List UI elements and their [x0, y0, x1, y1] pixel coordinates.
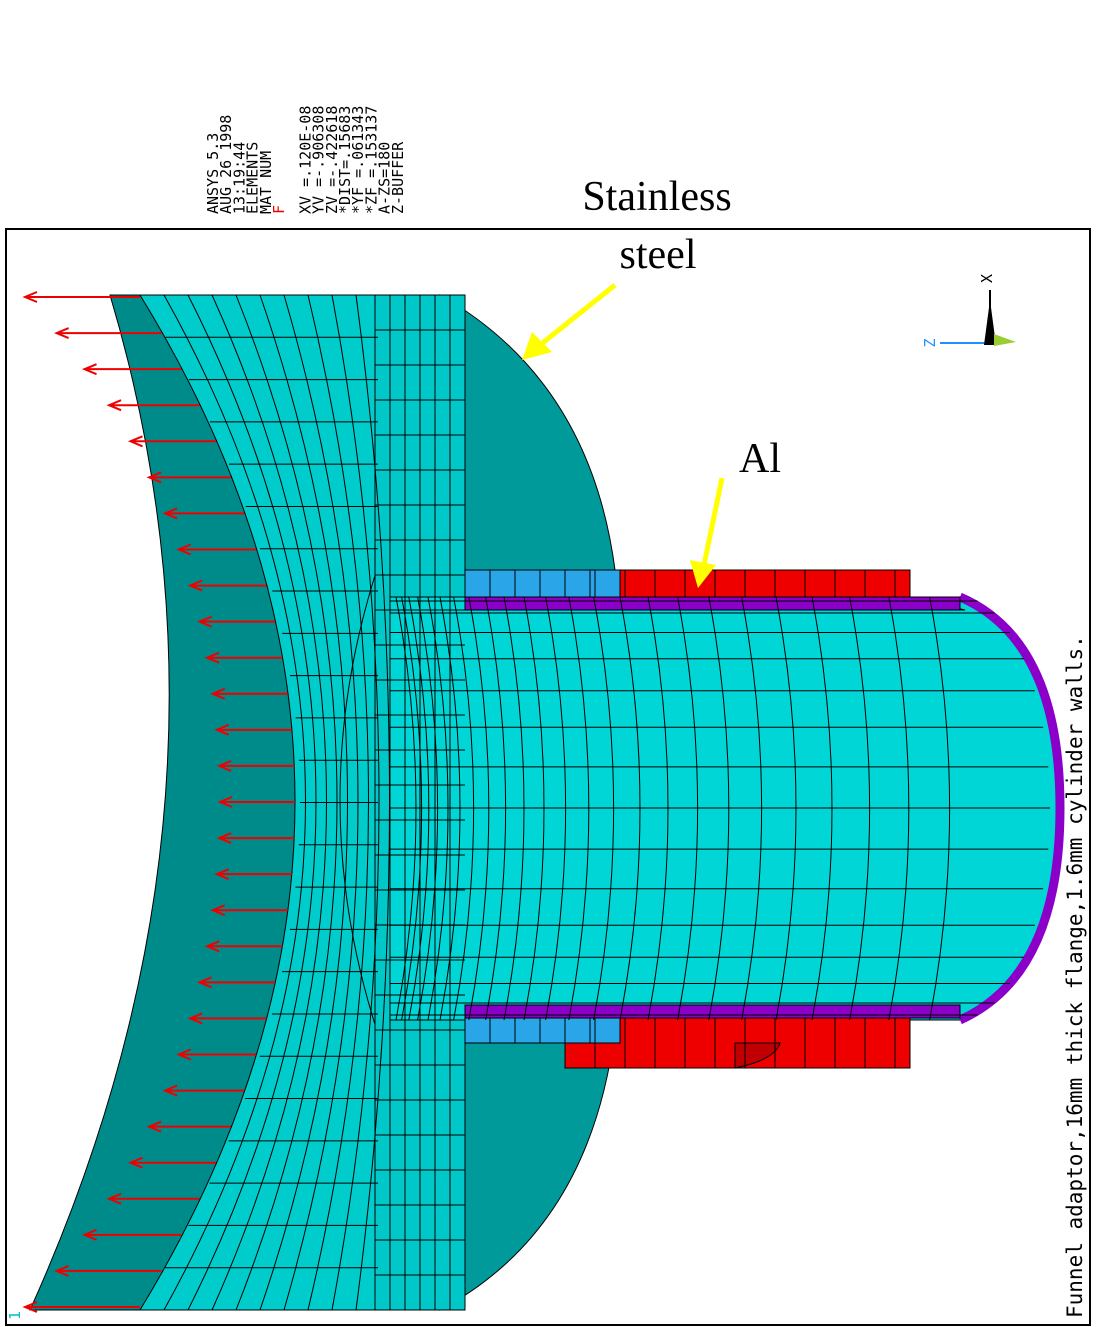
caption: Funnel adaptor,16mm thick flange,1.6mm c… [1063, 635, 1087, 1318]
insert-top [465, 570, 620, 597]
header-line: MAT NUM [257, 151, 275, 214]
liner-top [465, 597, 960, 610]
liner-bottom [465, 1005, 960, 1018]
triad-marker [994, 334, 1016, 346]
annotation-steel: steel [620, 232, 697, 278]
triad-z-label: Z [921, 338, 939, 347]
callout-arrow [704, 478, 722, 565]
ansys-view: ANSYS 5.3AUG 26 199813:19:44ELEMENTSMAT … [0, 0, 1101, 1327]
annotation-stainless: Stainless [582, 174, 731, 220]
insert-bottom [465, 1018, 620, 1043]
window-number: 1 [6, 1311, 24, 1320]
header-line: F [270, 205, 288, 214]
annotation-al: Al [739, 436, 781, 482]
header-line: Z-BUFFER [389, 141, 407, 214]
callout-arrow [540, 285, 615, 345]
triad-x-label: X [978, 274, 996, 283]
